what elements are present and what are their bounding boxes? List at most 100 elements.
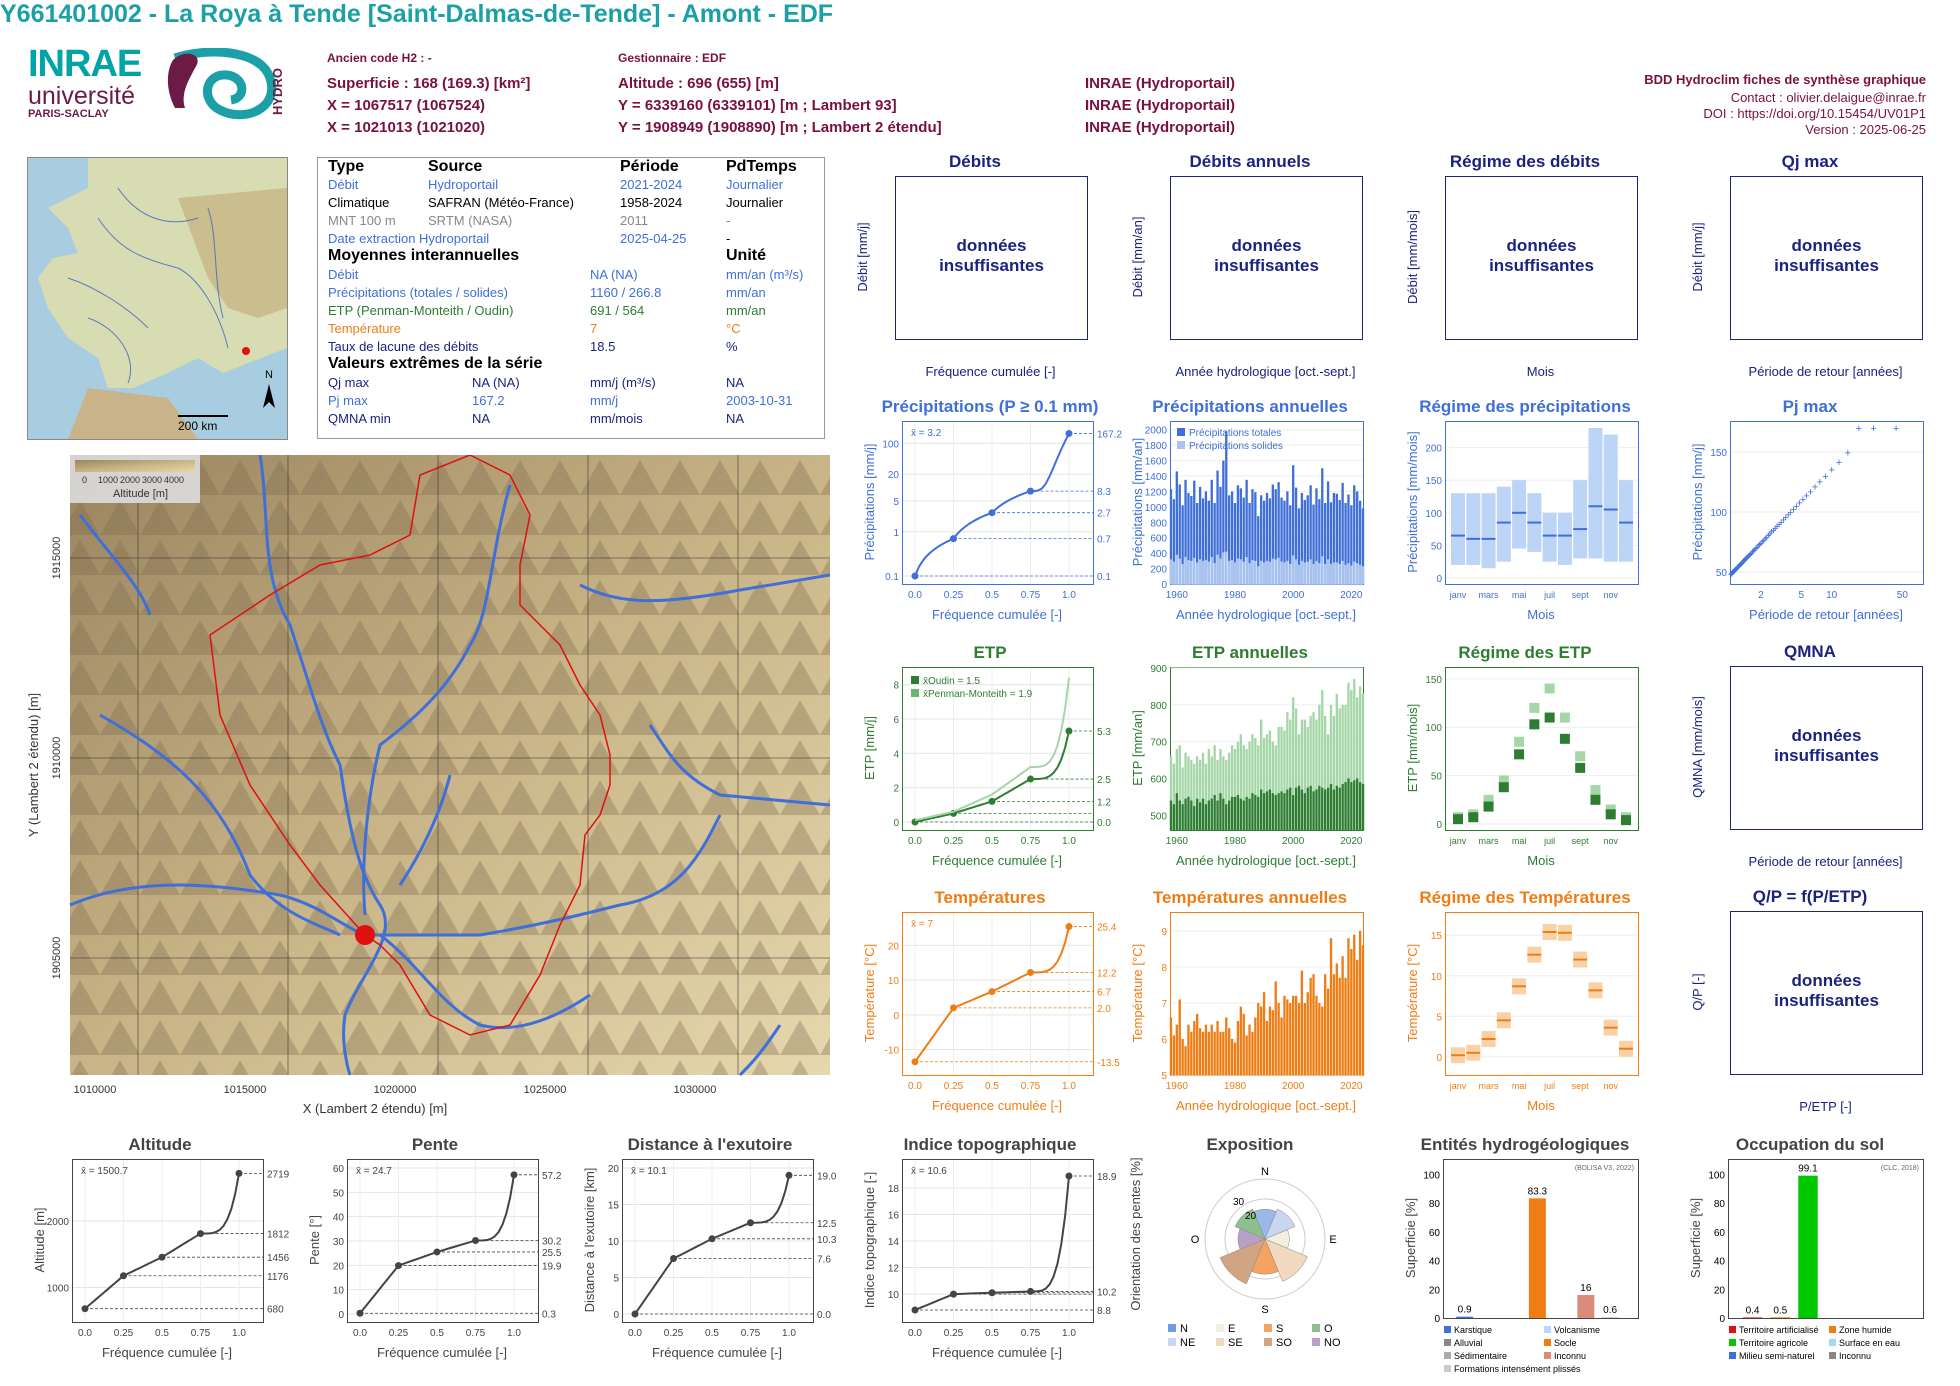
etp_ann-bar [1187,796,1190,830]
pjmax-point: + [1828,464,1834,476]
dist-quantile-point [747,1219,754,1227]
precip_ann-bar [1184,479,1187,584]
rivers [69,454,831,1077]
etp_ann-bar [1344,782,1347,830]
expo-cardinal: S [1261,1304,1268,1316]
topo-xtick: 0.5 [985,1328,999,1339]
etp_ann-bar [1277,793,1280,830]
minimap-graphic: 200 km N [28,158,287,439]
precip_ann-bar [1257,566,1260,584]
temp-xtick: 1.0 [1062,1081,1076,1092]
temp-right-label: 25.4 [1097,923,1117,934]
precip_ann-ytick: 1000 [1145,503,1168,514]
qjmax-msg-2: insuffisantes [1774,256,1879,275]
dist-right-label: 0.0 [817,1310,831,1321]
temp_ann-bar [1294,995,1298,1075]
hdr-pdtemps: PdTemps [726,158,797,175]
temp-right-label: 2.0 [1097,1004,1111,1015]
regime_etp-month-tick: sept [1572,836,1590,846]
pjmax-plot-area: 50 100 150 2 5 10 50 + + + + + + + + + + + + + + + + + + + + + + + + + +… [1710,421,1924,601]
regime_t-plot-area: 0 5 10 15 janv mars mai juil sept nov [1431,912,1639,1091]
pjmax-point: + [1738,559,1744,571]
etp_ann-bar [1315,789,1318,830]
etp-curve [914,677,1070,822]
temp_ann-bar [1318,1003,1321,1075]
m2-label: Précipitations (totales / solides) [328,285,508,300]
occup-ytick: 80 [1714,1199,1726,1210]
etp-legend: x̄Penman-Monteith = 1.9 [923,689,1033,700]
precip_ann-bar [1175,471,1178,584]
temp_ann-ytick: 9 [1161,927,1167,938]
precip_ann-xtick: 2020 [1340,590,1363,601]
precip_ann-bar [1335,493,1338,584]
e1-unit: mm/j (m³/s) [590,375,656,390]
precip_ann-bar [1350,565,1353,584]
pjmax-point: + [1742,554,1748,566]
r1-source: Hydroportail [428,177,499,192]
temp_ann-title: Températures annuelles [1152,888,1348,907]
m1-value: NA (NA) [590,267,638,282]
etp-right-label: 2.5 [1097,775,1111,786]
precip-ytick: 20 [888,470,900,481]
pjmax-point: + [1736,561,1742,573]
r4-type: Date extraction Hydroportail [328,231,490,246]
etp_ann-xlabel: Année hydrologique [oct.-sept.] [1176,853,1356,868]
occup-svg: 0 20 40 60 80 100 (CLC, 2018) 0.4 0.5 99.1 Territo… [1708,1164,1919,1361]
hydrogeo-ytick: 40 [1429,1257,1441,1268]
regime_etp-box-pm [1529,702,1540,713]
pente-title: Pente [411,1135,459,1154]
svg-text:1015000: 1015000 [224,1084,267,1096]
etp_ann-xtick: 1960 [1166,836,1189,847]
precip_ann-bar [1292,465,1295,584]
hydrogeo-legend: Socle [1554,1338,1577,1348]
precip_ann-bar [1277,482,1280,584]
temp-quantile-point [950,1004,957,1012]
temp_ann-bar [1228,1028,1231,1075]
etp_ann-ytick: 800 [1150,701,1167,712]
etp-svg: 0 2 4 6 8 0.0 0.25 0.5 0.75 1.0 5.3 2.5 1.2 0.0 x̄Oudi… [893,668,1111,847]
precip_ann-bar [1187,492,1190,584]
topo-ytick: 10 [888,1290,900,1301]
regime_etp-box-oudin [1605,809,1616,820]
pjmax-ylabel: Précipitations [mm/j] [1690,443,1705,561]
debits_ann-title: Débits annuels [1189,152,1311,171]
etp_ann-bar [1341,704,1344,830]
hydrogeo-ytick: 60 [1429,1228,1441,1239]
svg-text:1000: 1000 [98,475,118,485]
etp_ann-xtick: 1980 [1224,836,1247,847]
precip_ann-bar [1303,562,1306,584]
qmna-title: QMNA [1784,642,1836,661]
precip_ann-bar [1353,561,1356,584]
hdr-moyennes: Moyennes interannuelles [328,247,520,264]
etp_ann-ytick: 900 [1150,664,1167,675]
regime_etp-month-tick: mai [1512,836,1527,846]
precip_ann-bar [1204,491,1208,584]
etp-ylabel: ETP [mm/j] [862,715,877,781]
etp_ann-bar [1332,715,1336,830]
pente-ytick: 50 [333,1188,345,1199]
etp_ann-bar [1198,802,1202,830]
logo-hydro-text: HYDRO [270,68,285,115]
precip_ann-bar [1300,492,1304,584]
qmna-ylabel: QMNA [mm/mois] [1690,696,1705,798]
topo-ylabel: Indice topographique [-] [862,1171,877,1309]
etp-quantile-point [1065,727,1073,735]
qjmax-xlabel: Période de retour [années] [1748,364,1903,379]
precip_ann-bar [1213,503,1216,584]
etp_ann-bar [1190,800,1193,830]
hydrogeo-ytick: 80 [1429,1199,1441,1210]
e2-label: Pj max [328,393,368,408]
precip_ann-bar [1332,492,1336,584]
temp_ann-bar [1341,956,1344,1075]
precip_ann-bar [1228,495,1231,584]
credit-bdd: BDD Hydroclim fiches de synthèse graphiq… [1644,72,1926,87]
precip_ann-bar [1198,559,1202,584]
qp-msg-2: insuffisantes [1774,991,1879,1010]
debits_ann-msg-1: données [1231,236,1302,255]
occup-bar [1770,1317,1790,1318]
pjmax-point: + [1812,482,1818,494]
etp_ann-bar [1277,726,1280,830]
precip_ann-bar [1341,560,1344,584]
etp_ann-bar [1326,734,1330,830]
regime_etp-box-pm [1590,785,1601,796]
